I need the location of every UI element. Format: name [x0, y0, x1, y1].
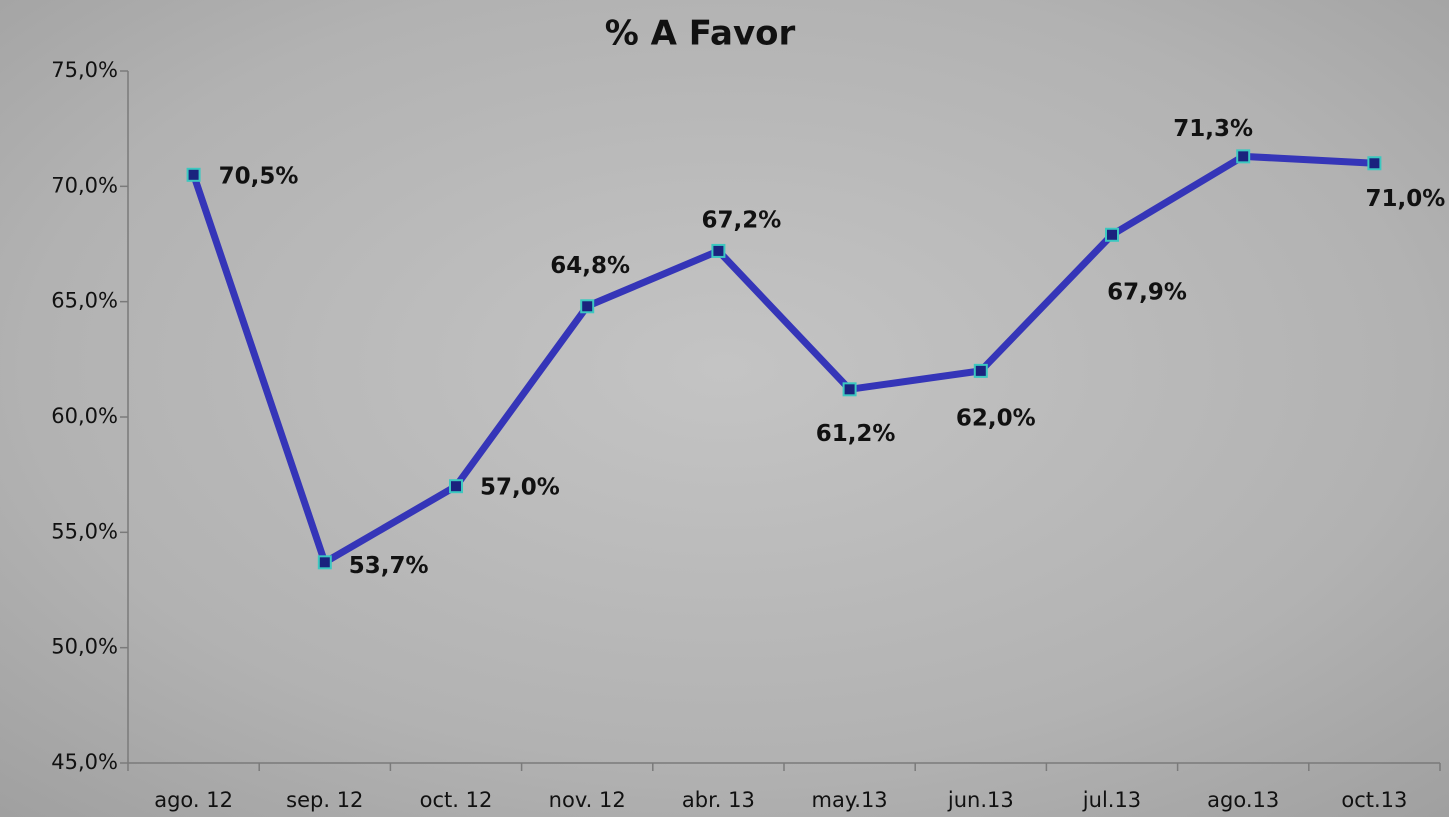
x-tick-label: abr. 13 — [682, 788, 755, 812]
chart-title: % A Favor — [605, 14, 796, 54]
series-line — [190, 152, 1375, 566]
x-tick-label: jun.13 — [947, 788, 1014, 812]
x-tick-label: sep. 12 — [286, 788, 363, 812]
y-tick-label: 50,0% — [51, 635, 118, 659]
x-tick-label: ago.13 — [1207, 788, 1279, 812]
x-tick-label: nov. 12 — [549, 788, 626, 812]
point-marker — [973, 363, 988, 378]
data-label: 71,0% — [1366, 186, 1446, 212]
data-label: 57,0% — [480, 475, 560, 501]
data-label: 64,8% — [550, 253, 630, 279]
point-marker — [449, 479, 463, 494]
point-marker — [842, 382, 857, 397]
point-marker — [1236, 149, 1251, 164]
y-tick-label: 45,0% — [51, 750, 118, 774]
data-label: 71,3% — [1173, 116, 1253, 142]
x-tick-label: may.13 — [812, 788, 888, 812]
point-marker — [580, 299, 595, 314]
point-marker — [711, 243, 726, 258]
data-label: 53,7% — [349, 553, 429, 579]
y-tick-label: 60,0% — [51, 404, 118, 428]
point-marker — [1367, 156, 1382, 171]
data-label: 70,5% — [219, 163, 299, 189]
point-marker — [186, 167, 201, 182]
y-tick-label: 55,0% — [51, 519, 118, 543]
data-label: 61,2% — [816, 421, 896, 447]
point-marker — [1105, 227, 1119, 242]
x-tick-label: oct.13 — [1341, 788, 1407, 812]
point-marker — [317, 555, 332, 570]
x-tick-label: jul.13 — [1082, 788, 1141, 812]
x-tick-label: ago. 12 — [154, 788, 233, 812]
data-label: 67,2% — [702, 207, 782, 233]
y-tick-label: 65,0% — [51, 289, 118, 313]
x-tick-label: oct. 12 — [420, 788, 493, 812]
data-label: 62,0% — [956, 405, 1036, 431]
y-tick-label: 75,0% — [51, 58, 118, 82]
y-tick-label: 70,0% — [51, 173, 118, 197]
data-label: 67,9% — [1107, 279, 1187, 305]
